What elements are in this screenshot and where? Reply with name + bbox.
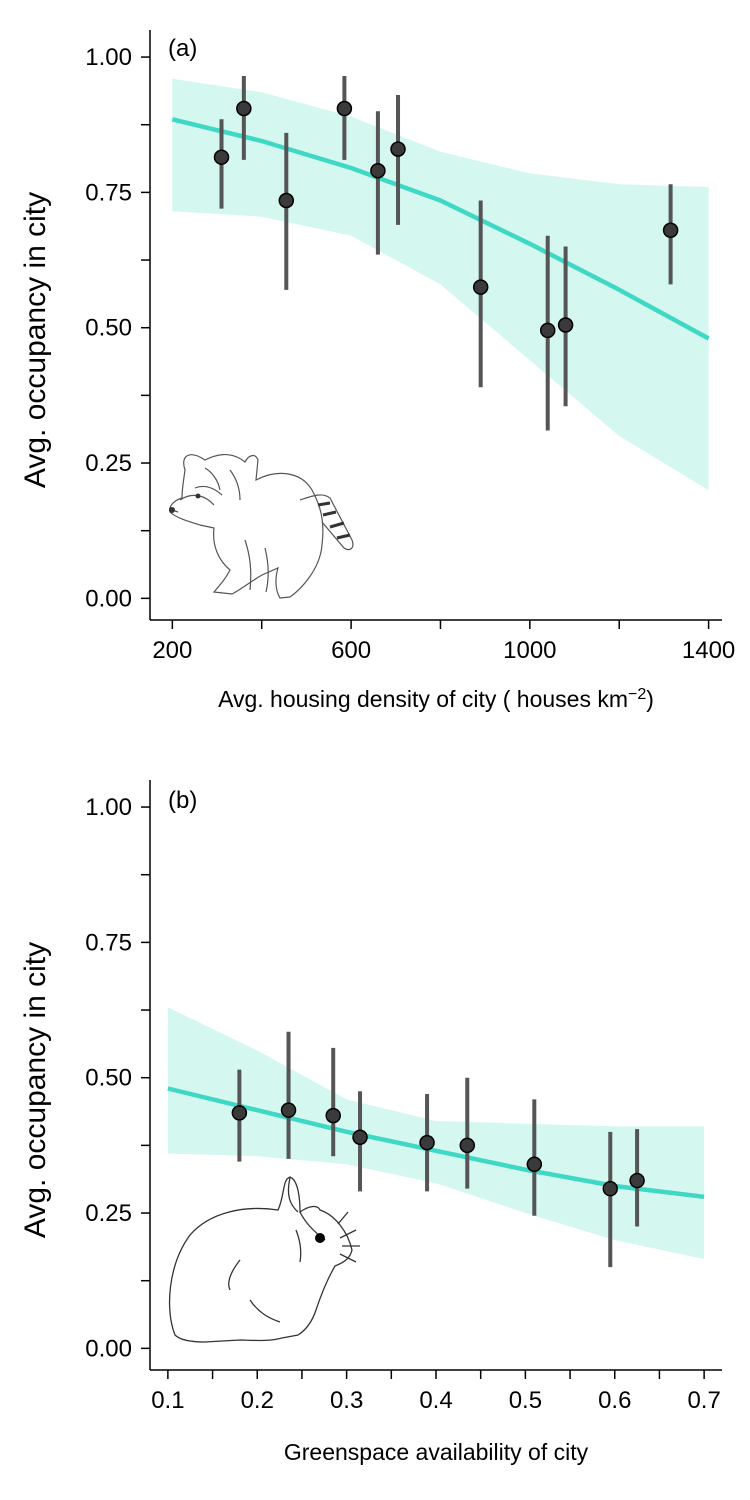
x-tick-label: 1400 [682,637,735,664]
x-axis-title-main: Greenspace availability of city [284,1439,589,1465]
y-tick-label: 1.00 [85,44,132,71]
x-tick-label: 200 [152,637,192,664]
x-tick-label: 1000 [503,637,556,664]
y-axis-title: Avg. occupancy in city [19,192,52,488]
data-point [231,1105,248,1121]
y-tick-label: 0.75 [85,179,132,206]
data-point [557,317,574,333]
x-axis-title: Greenspace availability of city [284,1439,589,1465]
y-tick-label: 1.00 [85,794,132,821]
data-point [419,1134,435,1151]
x-tick-label: 0.4 [419,1387,452,1414]
data-point [213,149,230,165]
y-tick-label: 0.75 [85,929,132,956]
data-point [472,279,489,295]
x-tick-label: 0.5 [509,1387,542,1414]
y-tick-label: 0.25 [85,1200,132,1227]
y-tick-label: 0.00 [85,1335,132,1362]
x-axis-title-close: ) [646,686,654,712]
x-tick-label: 0.6 [598,1387,631,1414]
data-point [662,222,679,239]
data-point [278,192,295,209]
data-point [236,100,252,117]
data-point [280,1102,297,1118]
panel-a: 0.00 0.25 0.50 0.75 1.00 200 600 1000 1400 (a) Avg… [19,30,735,712]
x-axis-title: Avg. housing density of city ( houses km… [218,686,654,713]
data-point [336,100,353,117]
confidence-band [167,1007,705,1259]
y-tick-label: 0.50 [85,315,132,342]
x-tick-label: 0.1 [151,1387,184,1414]
data-point [459,1137,476,1154]
y-tick-label: 0.25 [85,450,132,477]
x-tick-label: 0.2 [241,1387,274,1414]
x-tick-label: 0.3 [330,1387,363,1414]
panel-b: 0.00 0.25 0.50 0.75 1.00 0.1 0.2 0.3 0.4 0.5 0.6 0.… [19,780,722,1465]
x-tick-label: 600 [331,637,371,664]
data-point [602,1180,619,1197]
data-point [390,141,406,157]
data-point [370,162,386,179]
data-point [352,1129,368,1145]
data-point [539,322,556,339]
x-tick-label: 0.7 [687,1387,720,1414]
confidence-band [172,78,709,491]
panel-label: (b) [168,787,197,814]
raccoon-illustration [169,454,354,599]
rabbit-illustration [168,1176,360,1343]
y-tick-label: 0.50 [85,1065,132,1092]
data-point [325,1107,341,1124]
x-axis-title-main: Avg. housing density of city ( houses km [218,686,628,712]
x-axis-title-superscript: −2 [628,686,646,703]
data-point [629,1172,645,1189]
trend-line [171,117,710,341]
y-axis-title: Avg. occupancy in city [19,942,52,1238]
y-tick-label: 0.00 [85,585,132,612]
panel-label: (a) [168,35,197,62]
data-point [526,1156,543,1173]
